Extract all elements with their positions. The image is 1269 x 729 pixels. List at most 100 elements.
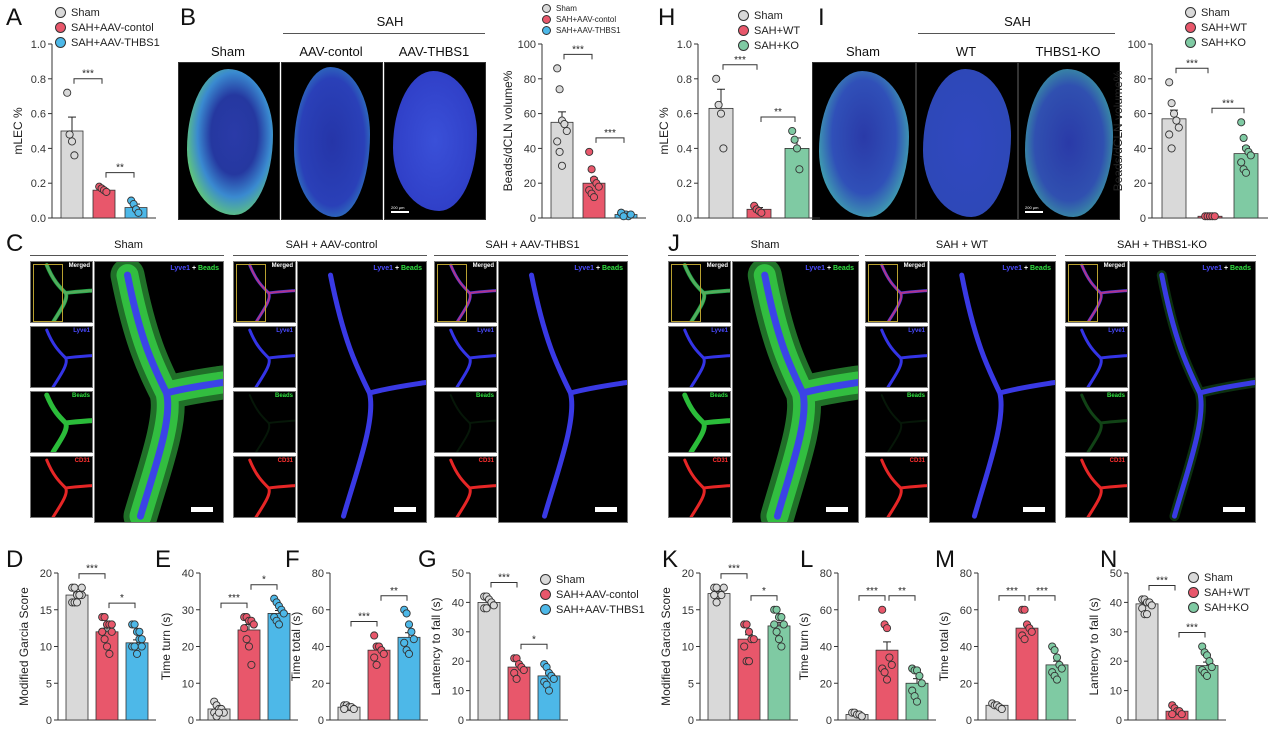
panel-label-n: N: [1100, 546, 1118, 573]
merged-large-panel: Lyve1 + Beads: [94, 261, 224, 523]
merged-channel-label: Lyve1 + Beads: [574, 265, 623, 272]
legend-label: SAH+AAV-THBS1: [556, 603, 645, 616]
data-point: [102, 642, 112, 651]
y-tick-label: 0: [530, 213, 536, 225]
small-panel-cd31: CD31: [233, 456, 296, 518]
data-point: [557, 161, 567, 170]
small-panel-cd31: CD31: [668, 456, 731, 518]
channel-label: CD31: [712, 458, 728, 464]
y-tick-label: 0.4: [31, 143, 46, 155]
y-tick-label: 20: [312, 678, 324, 690]
significance-bracket: [563, 53, 593, 60]
panel-label-h: H: [658, 4, 676, 31]
bar-Sham: [477, 602, 501, 721]
panel-label-c: C: [6, 230, 24, 257]
chart-a-mlec: 0.0 0.2 0.4 0.6 0.8 1.0 mLEC % *** **: [2, 32, 168, 231]
micrograph-group-line: [1065, 255, 1256, 256]
legend-marker-control: [540, 589, 551, 600]
y-tick-label: 40: [452, 597, 464, 609]
bar-Sham: [707, 593, 731, 721]
data-point: [716, 109, 726, 118]
data-point: [77, 583, 86, 592]
legend-i: Sham SAH+WT SAH+KO: [1185, 5, 1247, 50]
channel-label: Lyve1: [477, 328, 494, 334]
data-point: [1020, 635, 1029, 644]
chart-k-garcia: 0 5 10 15 20 Modified Garcia Score *** *: [650, 561, 810, 729]
data-point: [1241, 168, 1251, 177]
y-tick-label: 0.8: [31, 74, 46, 86]
small-panel-lyve1: Lyve1: [865, 326, 928, 388]
significance-bracket: [1211, 107, 1245, 114]
data-point: [915, 671, 924, 680]
channel-label: CD31: [74, 458, 90, 464]
scale-bar-label: 200 μm: [391, 205, 405, 210]
legend-marker-thbs1: [540, 604, 551, 615]
data-point: [887, 660, 896, 669]
data-point: [137, 642, 146, 651]
data-point: [549, 674, 558, 683]
channel-label: Merged: [68, 263, 90, 269]
legend-marker-wt: [1188, 587, 1199, 598]
data-point: [795, 165, 804, 174]
b-group-header: SAH: [376, 14, 404, 29]
data-point: [712, 74, 721, 83]
y-tick-label: 0: [1140, 213, 1146, 225]
y-tick-label: 20: [682, 568, 694, 580]
y-tick-label: 10: [682, 642, 694, 654]
channel-label: Merged: [706, 263, 728, 269]
data-point: [1167, 99, 1176, 108]
data-point: [349, 704, 358, 714]
data-point: [482, 604, 491, 613]
bar-Sham: [708, 107, 734, 219]
data-point: [788, 126, 797, 136]
data-point: [400, 638, 409, 647]
panel-label-b: B: [180, 4, 197, 31]
data-point: [1020, 605, 1029, 614]
y-tick-label: 0.8: [677, 74, 692, 86]
merged-large-panel: Lyve1 + Beads: [732, 261, 859, 523]
lymph-node-image-sham: [178, 62, 280, 220]
micrograph-group-line: [30, 255, 224, 256]
chart-e-time-turn: 0 10 20 30 40 Time turn (s) *** *: [150, 561, 310, 729]
data-point: [1052, 675, 1062, 684]
y-tick-label: 10: [40, 642, 52, 654]
micrograph-group-title: Sham: [114, 239, 143, 251]
data-point: [370, 653, 379, 662]
legend-marker-control: [542, 15, 551, 24]
y-tick-label: 100: [518, 39, 536, 51]
legend-marker-sham: [1185, 7, 1196, 18]
channel-label: Merged: [903, 263, 925, 269]
y-tick-label: 30: [1110, 627, 1122, 639]
small-panel-lyve1: Lyve1: [30, 326, 93, 388]
significance-bracket: [720, 573, 748, 579]
channel-label: Beads: [709, 393, 728, 399]
legend-label: SAH+AAV-contol: [556, 588, 639, 601]
micrograph-group-line: [668, 255, 859, 256]
micrograph-group-title: Sham: [750, 239, 780, 251]
data-point: [247, 660, 256, 669]
significance-bracket: [1178, 632, 1206, 638]
chart-n-latency: 0 10 20 30 40 50 Lantency to fall (s) *** ***: [1078, 561, 1238, 729]
panel-label-g: G: [418, 546, 437, 573]
channel-label: Lyve1: [73, 328, 90, 334]
y-tick-label: 30: [452, 627, 464, 639]
b-title-sham: Sham: [211, 44, 245, 59]
data-point: [777, 642, 786, 651]
channel-label: CD31: [909, 458, 925, 464]
significance-label: ***: [1186, 623, 1198, 634]
significance-bracket: [105, 172, 135, 178]
bar-SAH+KO: [1233, 153, 1259, 219]
y-tick-label: 0: [688, 715, 694, 727]
chart-svg: 0 20 40 60 80 100 Beads/dCLN volume% *** ***: [501, 39, 646, 225]
y-axis-label: Beads/dCLN volume%: [1111, 70, 1125, 191]
legend-label: SAH+WT: [754, 24, 801, 37]
legend-label: SAH+AAV-contol: [71, 21, 154, 34]
y-axis-label: Time turn (s): [159, 613, 173, 681]
bar-SAH+AAV-contol: [367, 649, 391, 721]
data-point: [1246, 151, 1255, 160]
chart-d-garcia: 0 5 10 15 20 Modified Garcia Score *** *: [8, 561, 168, 729]
data-point: [132, 649, 142, 658]
data-point: [562, 126, 571, 136]
